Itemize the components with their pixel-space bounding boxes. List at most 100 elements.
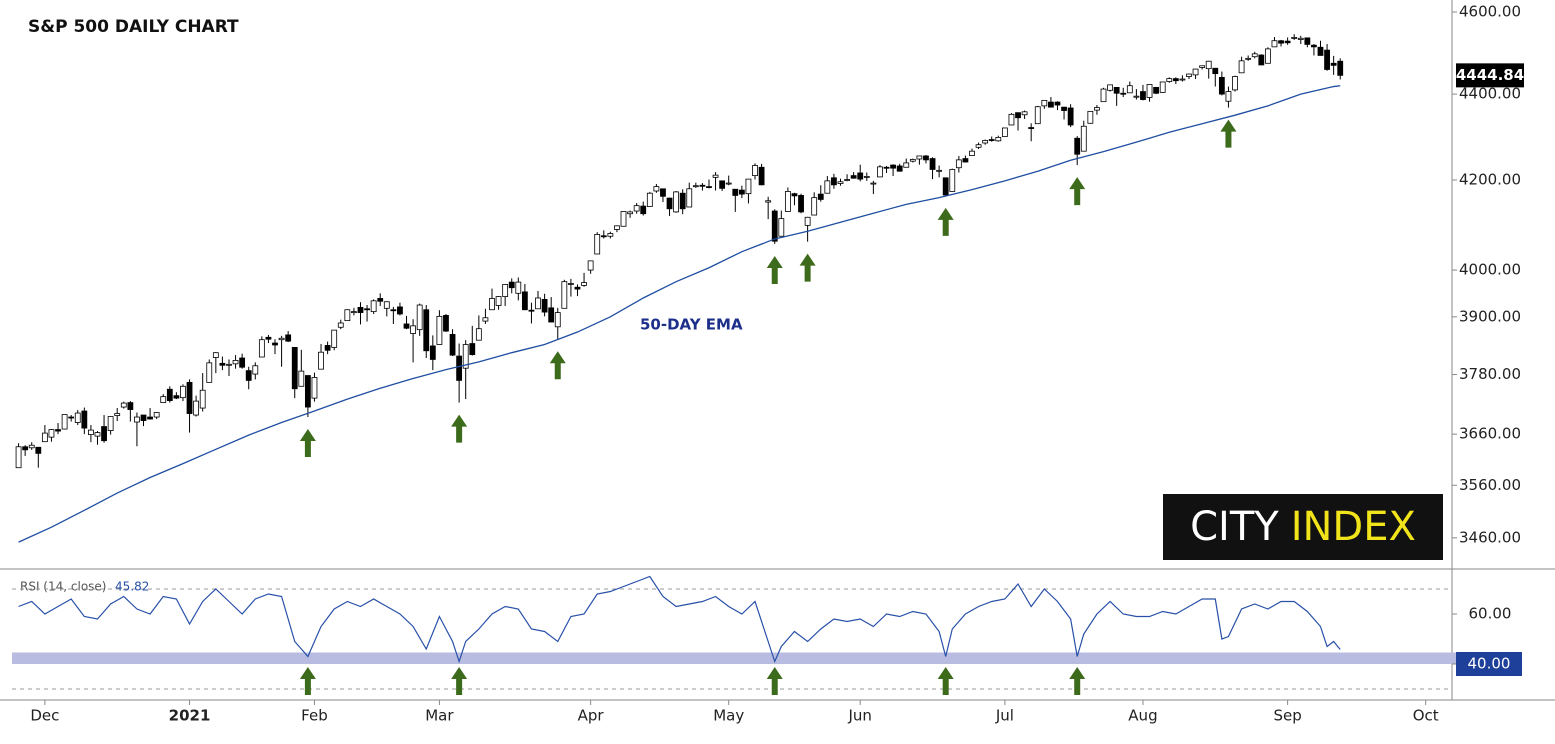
candle-body [357, 306, 364, 313]
candle-body [41, 432, 48, 443]
annotation-arrow [549, 351, 566, 380]
candle-body [180, 385, 186, 399]
candle-body [337, 322, 344, 328]
candle-body [1186, 73, 1192, 77]
candle-body [1054, 101, 1061, 106]
y-tick-label: 4400.00 [1459, 85, 1521, 103]
candle-body [443, 315, 449, 332]
annotation-arrow [1069, 177, 1086, 206]
candle-body [508, 281, 515, 289]
candle-body [568, 283, 574, 285]
candle-body [68, 416, 75, 419]
candle-body [692, 185, 699, 188]
candle-body [344, 309, 351, 322]
candle-body [199, 389, 206, 409]
candle-body [1015, 112, 1021, 119]
annotation-arrow [937, 667, 954, 695]
ema-label: 50-DAY EMA [640, 316, 743, 334]
candle-body [469, 343, 476, 356]
candle-body [686, 188, 693, 208]
candle-body [942, 177, 949, 196]
candle-body [1245, 57, 1252, 60]
candle-body [587, 260, 594, 271]
candle-body [1238, 60, 1245, 74]
candle-body [1212, 67, 1219, 75]
annotation-arrow [451, 667, 468, 695]
rsi-value: 45.82 [115, 580, 149, 594]
candle-body [811, 197, 818, 216]
logo-text: CITY INDEX [1190, 504, 1416, 550]
candle-body [548, 307, 555, 323]
candle-body [975, 144, 982, 148]
candle-body [883, 166, 890, 169]
candle-body [377, 298, 384, 302]
candle-body [660, 188, 666, 197]
candle-body [219, 362, 226, 366]
candle-body [1159, 81, 1166, 93]
x-tick-label: Sep [1273, 707, 1301, 725]
candle-body [1304, 37, 1311, 45]
candle-body [614, 225, 620, 230]
candle-body [456, 355, 463, 381]
candle-body [699, 184, 706, 187]
candle-body [666, 197, 673, 210]
candle-body [890, 164, 896, 169]
candle-body [239, 357, 246, 368]
candle-body [798, 195, 804, 213]
candle-body [673, 191, 680, 213]
candle-body [528, 309, 535, 312]
candle-body [844, 179, 850, 181]
candle-body [186, 381, 193, 414]
candle-body [55, 429, 61, 432]
candle-body [640, 205, 647, 215]
y-tick-label: 3660.00 [1459, 425, 1521, 443]
candle-body [1094, 107, 1100, 111]
candle-body [1061, 106, 1067, 111]
candle-body [265, 336, 272, 340]
candle-body [627, 211, 633, 215]
candle-body [896, 165, 903, 172]
candle-body [745, 178, 752, 195]
candle-body [127, 402, 134, 410]
y-tick-label: 3460.00 [1459, 528, 1521, 546]
candle-body [114, 413, 121, 416]
x-tick-label: Jun [848, 707, 872, 725]
candle-body [134, 416, 140, 423]
candle-body [370, 300, 377, 313]
candle-body [390, 309, 397, 312]
candle-body [304, 375, 311, 408]
candle-body [1330, 62, 1337, 66]
candle-body [311, 377, 318, 399]
candle-body [594, 234, 601, 255]
candle-body [758, 166, 765, 186]
candle-body [410, 325, 416, 334]
candle-body [877, 166, 883, 178]
candle-body [600, 235, 607, 238]
candle-body [923, 155, 929, 161]
candle-body [607, 233, 614, 237]
candle-body [909, 159, 916, 162]
candle-body [212, 352, 219, 358]
candle-body [1284, 40, 1291, 44]
candle-body [738, 189, 745, 195]
y-tick-label: 4200.00 [1459, 170, 1521, 188]
candle-body [35, 446, 42, 454]
candle-body [482, 317, 489, 322]
candle-body [916, 155, 923, 160]
candle-body [120, 402, 127, 408]
candle-body [863, 176, 870, 178]
candle-body [298, 370, 305, 387]
candle-body [1311, 44, 1317, 48]
candle-body [732, 188, 739, 196]
candle-body [1041, 99, 1048, 107]
candle-body [1317, 46, 1324, 56]
candle-body [1120, 92, 1127, 95]
candle-body [1074, 137, 1081, 155]
candle-body [541, 298, 548, 313]
candle-body [173, 395, 180, 399]
candle-body [1021, 111, 1028, 116]
candle-body [429, 345, 436, 360]
last-price-box [1456, 63, 1524, 88]
candle-body [107, 416, 114, 431]
candle-body [784, 191, 791, 212]
